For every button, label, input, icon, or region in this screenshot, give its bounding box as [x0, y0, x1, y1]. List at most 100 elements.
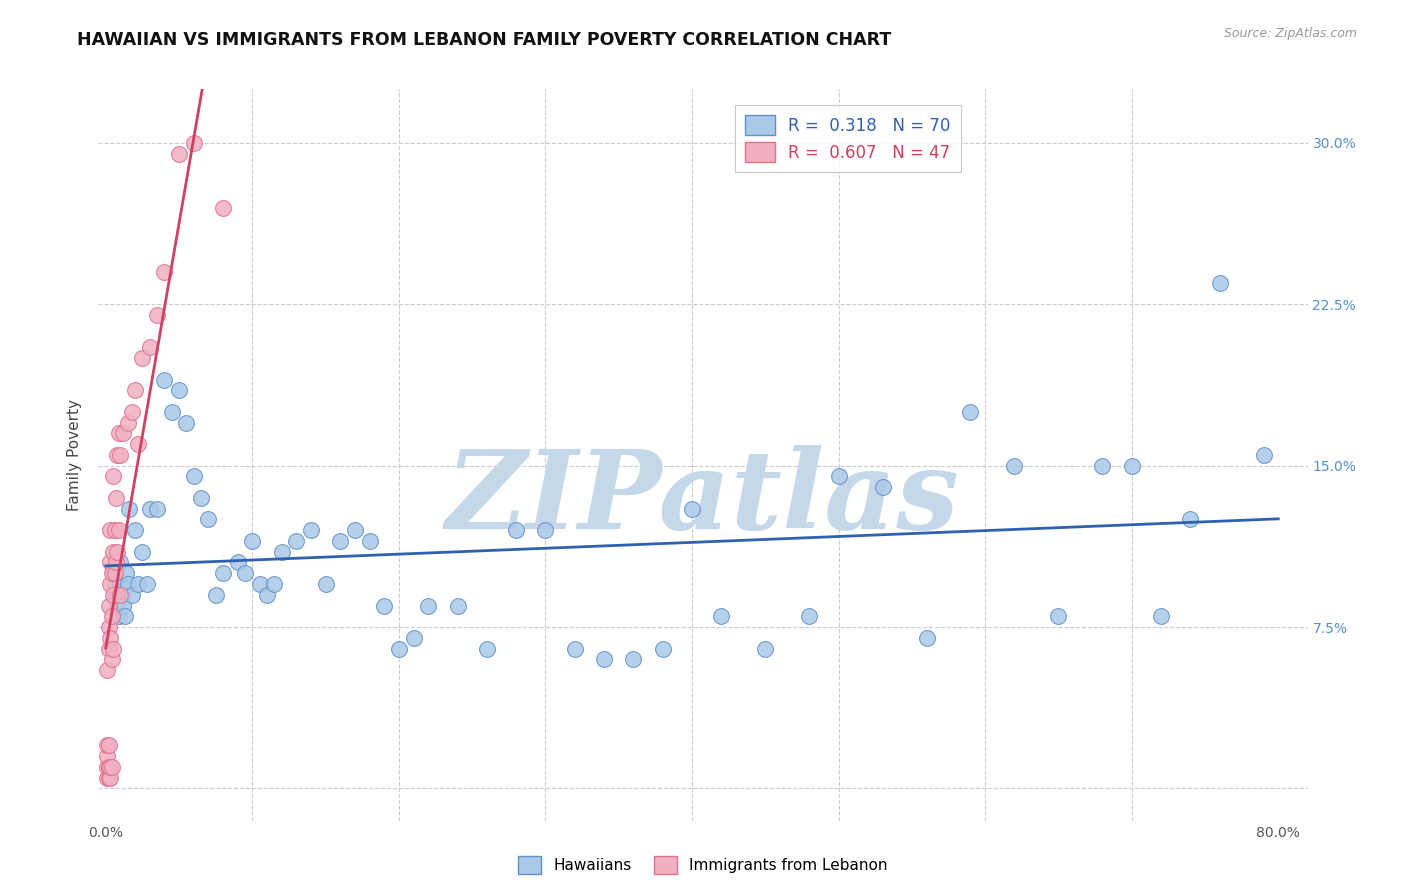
Point — [100, 760, 122, 774]
Point — [98, 771, 121, 785]
Point — [101, 545, 124, 559]
Point — [103, 577, 125, 591]
Point — [97, 599, 120, 613]
Point — [915, 631, 938, 645]
Point — [100, 652, 122, 666]
Point — [1004, 458, 1026, 473]
Point — [754, 641, 776, 656]
Point — [97, 620, 120, 634]
Point — [107, 545, 129, 559]
Point — [103, 523, 125, 537]
Point — [121, 405, 143, 419]
Point — [108, 426, 131, 441]
Point — [97, 641, 120, 656]
Text: ZIPatlas: ZIPatlas — [446, 445, 960, 552]
Point — [564, 641, 586, 656]
Point — [117, 577, 139, 591]
Point — [115, 566, 138, 581]
Point — [112, 599, 135, 613]
Point — [110, 588, 132, 602]
Point — [183, 136, 205, 150]
Point — [98, 760, 121, 774]
Point — [1047, 609, 1070, 624]
Point — [100, 609, 122, 624]
Point — [118, 501, 141, 516]
Point — [299, 523, 322, 537]
Point — [110, 577, 132, 591]
Point — [263, 577, 285, 591]
Legend: R =  0.318   N = 70, R =  0.607   N = 47: R = 0.318 N = 70, R = 0.607 N = 47 — [735, 105, 960, 172]
Point — [1208, 276, 1230, 290]
Point — [101, 641, 124, 656]
Point — [167, 146, 190, 161]
Point — [131, 545, 153, 559]
Point — [167, 384, 190, 398]
Point — [97, 771, 120, 785]
Point — [160, 405, 183, 419]
Point — [505, 523, 527, 537]
Point — [108, 523, 131, 537]
Point — [1150, 609, 1173, 624]
Point — [107, 599, 129, 613]
Point — [285, 533, 308, 548]
Point — [315, 577, 337, 591]
Point — [146, 308, 169, 322]
Point — [146, 501, 169, 516]
Point — [97, 739, 120, 753]
Point — [153, 373, 176, 387]
Point — [799, 609, 821, 624]
Point — [153, 265, 176, 279]
Point — [651, 641, 673, 656]
Point — [233, 566, 256, 581]
Point — [114, 609, 136, 624]
Point — [1180, 512, 1202, 526]
Point — [98, 523, 121, 537]
Point — [212, 566, 235, 581]
Point — [121, 588, 143, 602]
Point — [190, 491, 212, 505]
Point — [212, 201, 235, 215]
Point — [343, 523, 366, 537]
Point — [127, 577, 149, 591]
Point — [96, 739, 118, 753]
Point — [124, 523, 146, 537]
Point — [256, 588, 278, 602]
Point — [1091, 458, 1114, 473]
Point — [183, 469, 205, 483]
Text: Source: ZipAtlas.com: Source: ZipAtlas.com — [1223, 27, 1357, 40]
Point — [872, 480, 894, 494]
Point — [96, 749, 118, 764]
Y-axis label: Family Poverty: Family Poverty — [67, 399, 83, 511]
Point — [959, 405, 981, 419]
Point — [96, 771, 118, 785]
Point — [373, 599, 395, 613]
Point — [1253, 448, 1275, 462]
Legend: Hawaiians, Immigrants from Lebanon: Hawaiians, Immigrants from Lebanon — [512, 850, 894, 880]
Point — [97, 760, 120, 774]
Point — [138, 501, 160, 516]
Point — [359, 533, 381, 548]
Point — [105, 588, 128, 602]
Point — [135, 577, 157, 591]
Point — [418, 599, 440, 613]
Point — [131, 351, 153, 365]
Point — [96, 760, 118, 774]
Point — [101, 469, 124, 483]
Point — [402, 631, 425, 645]
Point — [388, 641, 411, 656]
Point — [112, 426, 135, 441]
Point — [534, 523, 557, 537]
Point — [101, 588, 124, 602]
Point — [475, 641, 498, 656]
Point — [197, 512, 219, 526]
Point — [98, 556, 121, 570]
Point — [127, 437, 149, 451]
Point — [98, 577, 121, 591]
Point — [107, 448, 129, 462]
Point — [101, 566, 124, 581]
Point — [593, 652, 616, 666]
Point — [103, 566, 125, 581]
Point — [446, 599, 468, 613]
Point — [124, 384, 146, 398]
Point — [226, 556, 249, 570]
